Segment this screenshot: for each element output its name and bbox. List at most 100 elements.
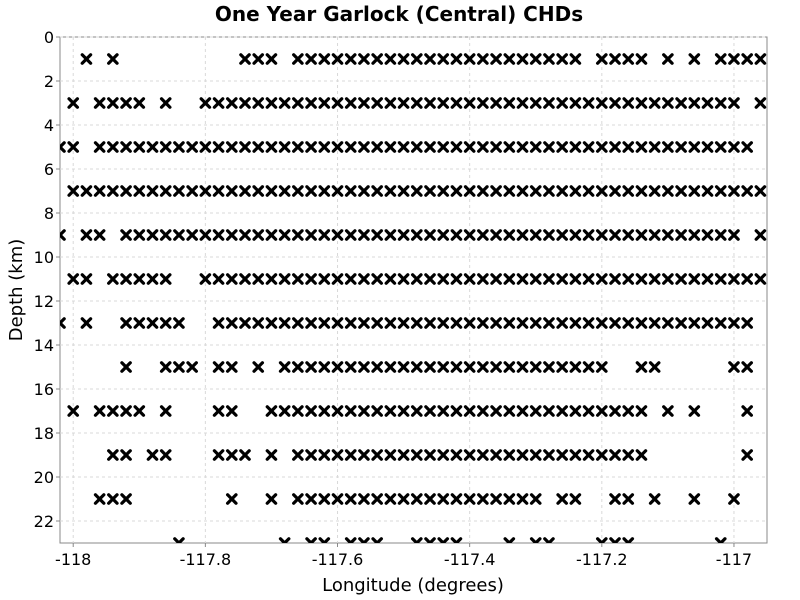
data-point xyxy=(411,537,423,543)
data-point xyxy=(120,185,132,197)
data-point xyxy=(622,537,635,543)
data-point xyxy=(503,537,516,543)
data-point xyxy=(463,53,476,65)
data-point xyxy=(543,537,555,543)
data-point xyxy=(477,317,489,329)
data-point xyxy=(159,449,172,461)
data-point xyxy=(582,141,595,153)
data-point xyxy=(714,537,727,543)
data-point xyxy=(662,317,674,329)
data-point xyxy=(384,449,397,461)
data-point xyxy=(596,317,608,329)
data-point xyxy=(556,493,568,505)
data-point xyxy=(463,185,476,197)
data-point xyxy=(596,97,608,109)
data-point xyxy=(80,273,93,285)
data-point xyxy=(278,185,291,197)
data-point xyxy=(662,185,674,197)
data-point xyxy=(199,185,212,197)
data-point xyxy=(622,405,635,417)
data-point xyxy=(503,97,516,109)
data-point xyxy=(278,97,291,109)
data-point xyxy=(225,273,238,285)
data-point xyxy=(503,53,516,65)
data-point xyxy=(173,185,185,197)
data-point xyxy=(437,53,450,65)
data-point xyxy=(305,405,317,417)
data-point xyxy=(529,449,542,461)
data-point xyxy=(318,273,331,285)
data-point xyxy=(662,229,674,241)
data-point xyxy=(93,493,106,505)
data-point xyxy=(80,185,93,197)
data-point xyxy=(543,185,555,197)
data-point xyxy=(252,317,265,329)
data-point xyxy=(622,449,635,461)
x-tick-label: -117.6 xyxy=(312,550,364,569)
data-point xyxy=(463,493,476,505)
data-point xyxy=(344,493,357,505)
data-point xyxy=(741,273,753,285)
data-point xyxy=(344,141,357,153)
data-point xyxy=(344,229,357,241)
data-point xyxy=(596,537,608,543)
data-point xyxy=(516,317,529,329)
data-point xyxy=(648,229,661,241)
data-point xyxy=(344,273,357,285)
data-point xyxy=(424,317,436,329)
data-point xyxy=(424,141,436,153)
data-point xyxy=(278,273,291,285)
data-point xyxy=(635,361,648,373)
data-point xyxy=(225,317,238,329)
data-point xyxy=(701,273,714,285)
data-point xyxy=(424,273,436,285)
data-point xyxy=(609,493,621,505)
data-point xyxy=(741,361,753,373)
data-point xyxy=(582,229,595,241)
data-point xyxy=(490,317,502,329)
data-point xyxy=(358,537,370,543)
data-point xyxy=(529,361,542,373)
data-point xyxy=(67,273,80,285)
data-point xyxy=(212,449,225,461)
data-point xyxy=(662,273,674,285)
data-point xyxy=(688,273,701,285)
y-tick-label: 6 xyxy=(44,160,54,179)
data-point xyxy=(107,141,119,153)
data-point xyxy=(225,229,238,241)
data-point xyxy=(173,361,185,373)
data-point xyxy=(265,273,278,285)
data-point xyxy=(120,449,132,461)
data-point xyxy=(450,537,463,543)
data-point xyxy=(318,449,331,461)
data-point xyxy=(556,185,568,197)
data-point xyxy=(318,317,331,329)
data-point xyxy=(424,405,436,417)
data-point xyxy=(450,317,463,329)
data-point xyxy=(741,53,753,65)
data-point xyxy=(569,97,582,109)
grid xyxy=(60,36,767,543)
data-point xyxy=(741,141,753,153)
data-point xyxy=(463,449,476,461)
data-point xyxy=(609,141,621,153)
data-point xyxy=(93,141,106,153)
data-point xyxy=(265,97,278,109)
data-point xyxy=(331,405,344,417)
y-tick-label: 0 xyxy=(44,28,54,47)
data-point xyxy=(490,229,502,241)
data-point xyxy=(596,449,608,461)
data-point xyxy=(397,405,410,417)
data-point xyxy=(358,273,370,285)
data-point xyxy=(529,273,542,285)
data-point xyxy=(67,185,80,197)
data-point xyxy=(331,273,344,285)
data-point xyxy=(450,229,463,241)
data-point xyxy=(239,97,251,109)
data-point xyxy=(477,273,489,285)
data-point xyxy=(212,185,225,197)
data-point xyxy=(582,317,595,329)
data-point xyxy=(384,405,397,417)
data-point xyxy=(252,53,265,65)
